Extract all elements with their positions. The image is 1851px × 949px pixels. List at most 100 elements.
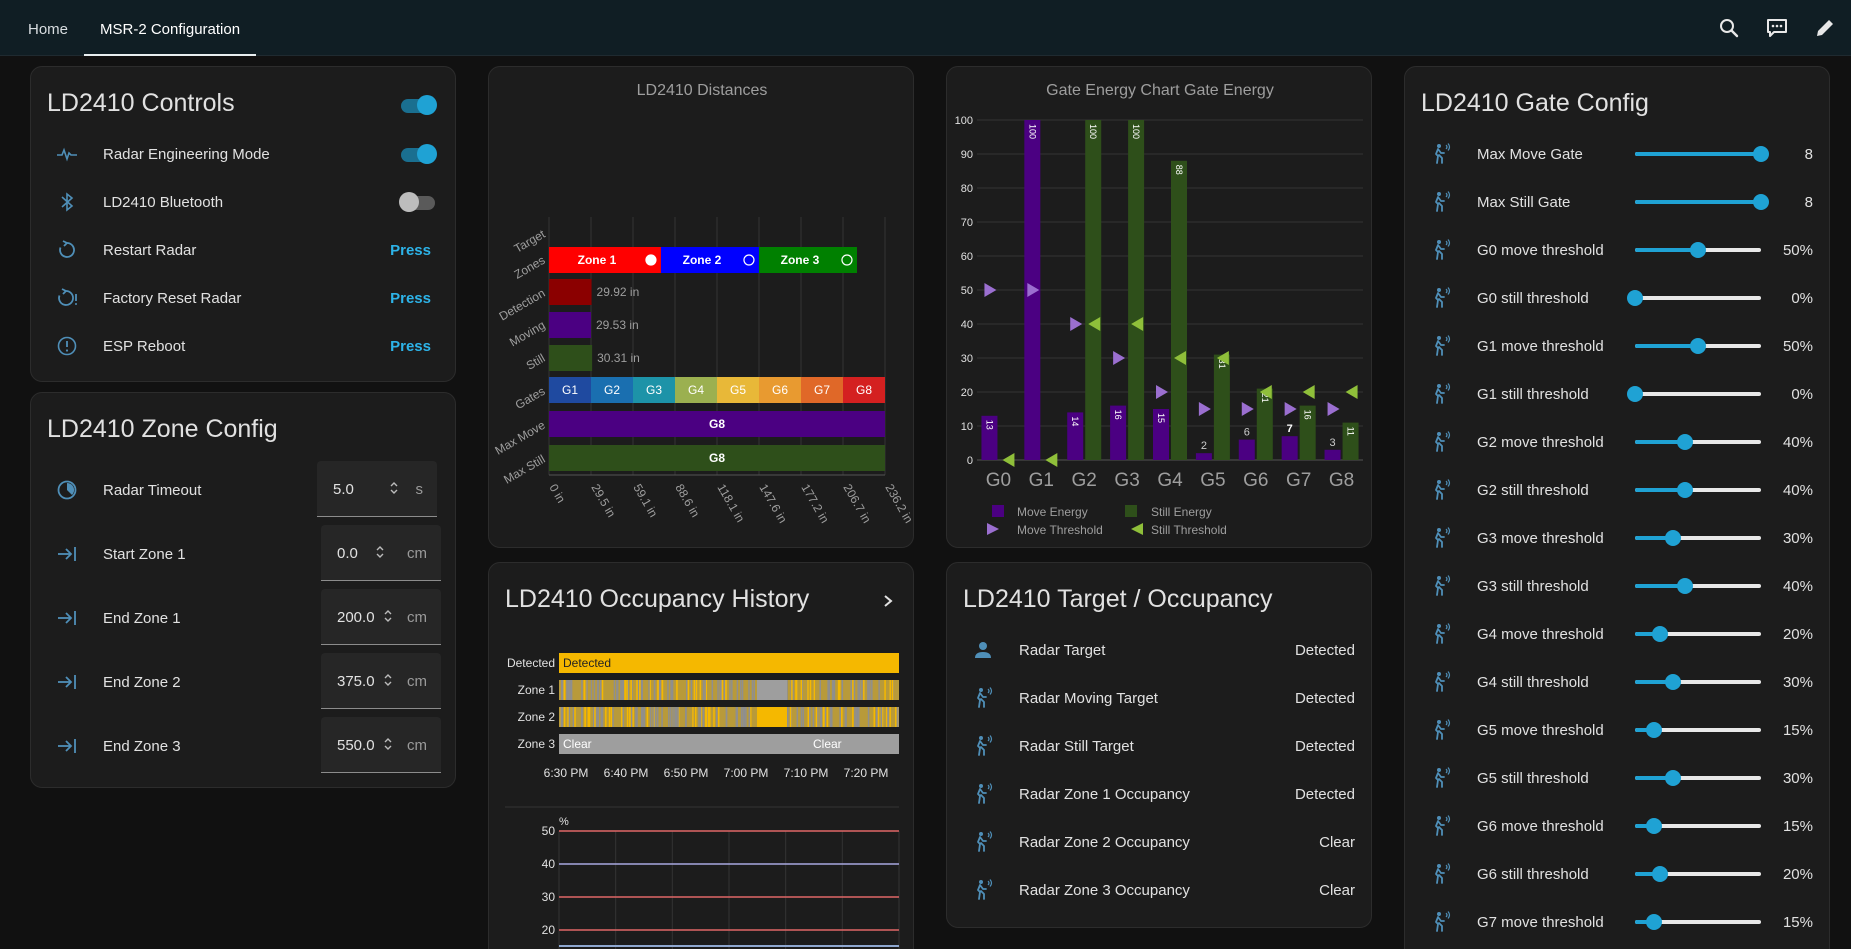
timeline-stripe xyxy=(569,680,571,700)
slider-thumb[interactable] xyxy=(1677,578,1694,594)
restart-radar-press-button[interactable]: Press xyxy=(390,242,431,259)
slider-thumb[interactable] xyxy=(1652,626,1669,642)
timeline-stripe xyxy=(699,680,702,700)
threshold-slider[interactable] xyxy=(1635,336,1761,356)
spinner-arrows-icon[interactable] xyxy=(375,543,385,561)
threshold-slider[interactable] xyxy=(1635,768,1761,788)
timeline-zone1-bar[interactable] xyxy=(559,680,899,700)
timeline-detected-bar[interactable] xyxy=(559,653,899,673)
marker-move-threshold-g3 xyxy=(1113,351,1126,365)
threshold-slider[interactable] xyxy=(1635,432,1761,452)
timeline-stripe xyxy=(661,680,664,700)
slider-thumb[interactable] xyxy=(1645,722,1662,738)
row-label-moving: Moving xyxy=(507,318,548,349)
threshold-slider[interactable] xyxy=(1635,672,1761,692)
timeline-stripe xyxy=(601,707,603,727)
threshold-slider[interactable] xyxy=(1635,624,1761,644)
threshold-slider[interactable] xyxy=(1635,144,1769,164)
input-unit: s xyxy=(415,481,424,498)
x-tick-label: 118.1 in xyxy=(714,482,747,525)
chevron-right-icon[interactable] xyxy=(881,593,895,609)
threshold-slider[interactable] xyxy=(1635,240,1761,260)
factory-reset-press-button[interactable]: Press xyxy=(390,290,431,307)
slider-value: 30% xyxy=(1782,530,1813,547)
esp-reboot-press-button[interactable]: Press xyxy=(390,338,431,355)
slider-thumb[interactable] xyxy=(1645,914,1662,930)
timeline-stripe xyxy=(886,707,888,727)
bar-still-energy-g2 xyxy=(1085,120,1102,460)
engineering-mode-toggle[interactable] xyxy=(399,144,437,164)
gate-bar-g7 xyxy=(801,377,843,403)
slider-thumb[interactable] xyxy=(1677,434,1694,450)
timeline-stripe xyxy=(857,680,859,700)
timeline-stripe xyxy=(676,680,678,700)
end-zone-1-input[interactable]: 200.0 cm xyxy=(321,589,441,645)
slider-thumb[interactable] xyxy=(1664,770,1681,786)
slider-thumb[interactable] xyxy=(1627,290,1643,306)
threshold-slider[interactable] xyxy=(1635,528,1761,548)
bar-label-move-g5: 2 xyxy=(1201,440,1207,452)
timeline-stripe xyxy=(889,707,891,727)
threshold-slider[interactable] xyxy=(1635,912,1761,932)
edit-pencil-icon[interactable] xyxy=(1813,16,1837,40)
timeline-stripe xyxy=(641,680,643,700)
threshold-slider[interactable] xyxy=(1635,864,1761,884)
end-zone-3-input[interactable]: 550.0 cm xyxy=(321,717,441,773)
slider-thumb[interactable] xyxy=(1664,674,1681,690)
gate-bar-g8 xyxy=(843,377,885,403)
assist-chat-icon[interactable] xyxy=(1765,16,1789,40)
timeline-zone3-bar[interactable] xyxy=(559,734,899,754)
slider-thumb[interactable] xyxy=(1627,386,1643,402)
slider-thumb[interactable] xyxy=(1664,530,1681,546)
timeline-stripe xyxy=(605,707,607,727)
spinner-arrows-icon[interactable] xyxy=(383,671,393,689)
radar-timeout-input[interactable]: 5.0 s xyxy=(317,461,437,517)
threshold-slider[interactable] xyxy=(1635,576,1761,596)
slider-thumb[interactable] xyxy=(1753,146,1769,162)
row-label: Restart Radar xyxy=(103,242,197,259)
timeline-stripe xyxy=(739,680,742,700)
threshold-slider[interactable] xyxy=(1635,720,1761,740)
occupancy-history-card: LD2410 Occupancy History Detected Detecte… xyxy=(488,562,914,949)
row-label: G1 move threshold xyxy=(1477,338,1604,355)
spinner-arrows-icon[interactable] xyxy=(383,607,393,625)
timeline-stripe xyxy=(736,680,739,700)
search-icon[interactable] xyxy=(1717,16,1741,40)
timeline-stripe xyxy=(709,707,711,727)
timeline-stripe xyxy=(597,680,600,700)
start-zone-1-input[interactable]: 0.0 cm xyxy=(321,525,441,581)
threshold-slider[interactable] xyxy=(1635,816,1761,836)
timeline-stripe xyxy=(698,707,700,727)
slider-thumb[interactable] xyxy=(1645,818,1662,834)
timeline-stripe xyxy=(845,707,847,727)
end-zone-2-input[interactable]: 375.0 cm xyxy=(321,653,441,709)
slider-value: 40% xyxy=(1782,482,1813,499)
slider-thumb[interactable] xyxy=(1690,242,1706,258)
slider-fill xyxy=(1635,200,1761,204)
tab-msr2-configuration[interactable]: MSR-2 Configuration xyxy=(84,0,257,56)
threshold-slider[interactable] xyxy=(1635,192,1769,212)
motion-sensor-icon xyxy=(1429,334,1453,358)
tab-home[interactable]: Home xyxy=(28,21,69,38)
y-tick-label: 30 xyxy=(542,890,556,904)
slider-thumb[interactable] xyxy=(1690,338,1706,354)
timeline-stripe xyxy=(624,680,626,700)
row-label: Radar Zone 3 Occupancy xyxy=(1019,882,1190,899)
timeline-stripe xyxy=(646,707,649,727)
slider-thumb[interactable] xyxy=(1652,866,1669,882)
slider-thumb[interactable] xyxy=(1753,194,1769,210)
threshold-slider[interactable] xyxy=(1627,384,1761,404)
bluetooth-toggle[interactable] xyxy=(399,192,435,212)
threshold-slider[interactable] xyxy=(1627,288,1761,308)
slider-thumb[interactable] xyxy=(1677,482,1694,498)
bar-still-energy-g7 xyxy=(1299,405,1316,460)
row-label: G0 still threshold xyxy=(1477,290,1589,307)
timeline-stripe xyxy=(725,707,728,727)
controls-master-toggle[interactable] xyxy=(399,95,437,115)
spinner-arrows-icon[interactable] xyxy=(389,479,399,497)
slider-rail xyxy=(1635,296,1761,300)
threshold-slider[interactable] xyxy=(1635,480,1761,500)
gate-bar-g4 xyxy=(675,377,717,403)
timeline-stripe xyxy=(653,680,656,700)
spinner-arrows-icon[interactable] xyxy=(383,735,393,753)
